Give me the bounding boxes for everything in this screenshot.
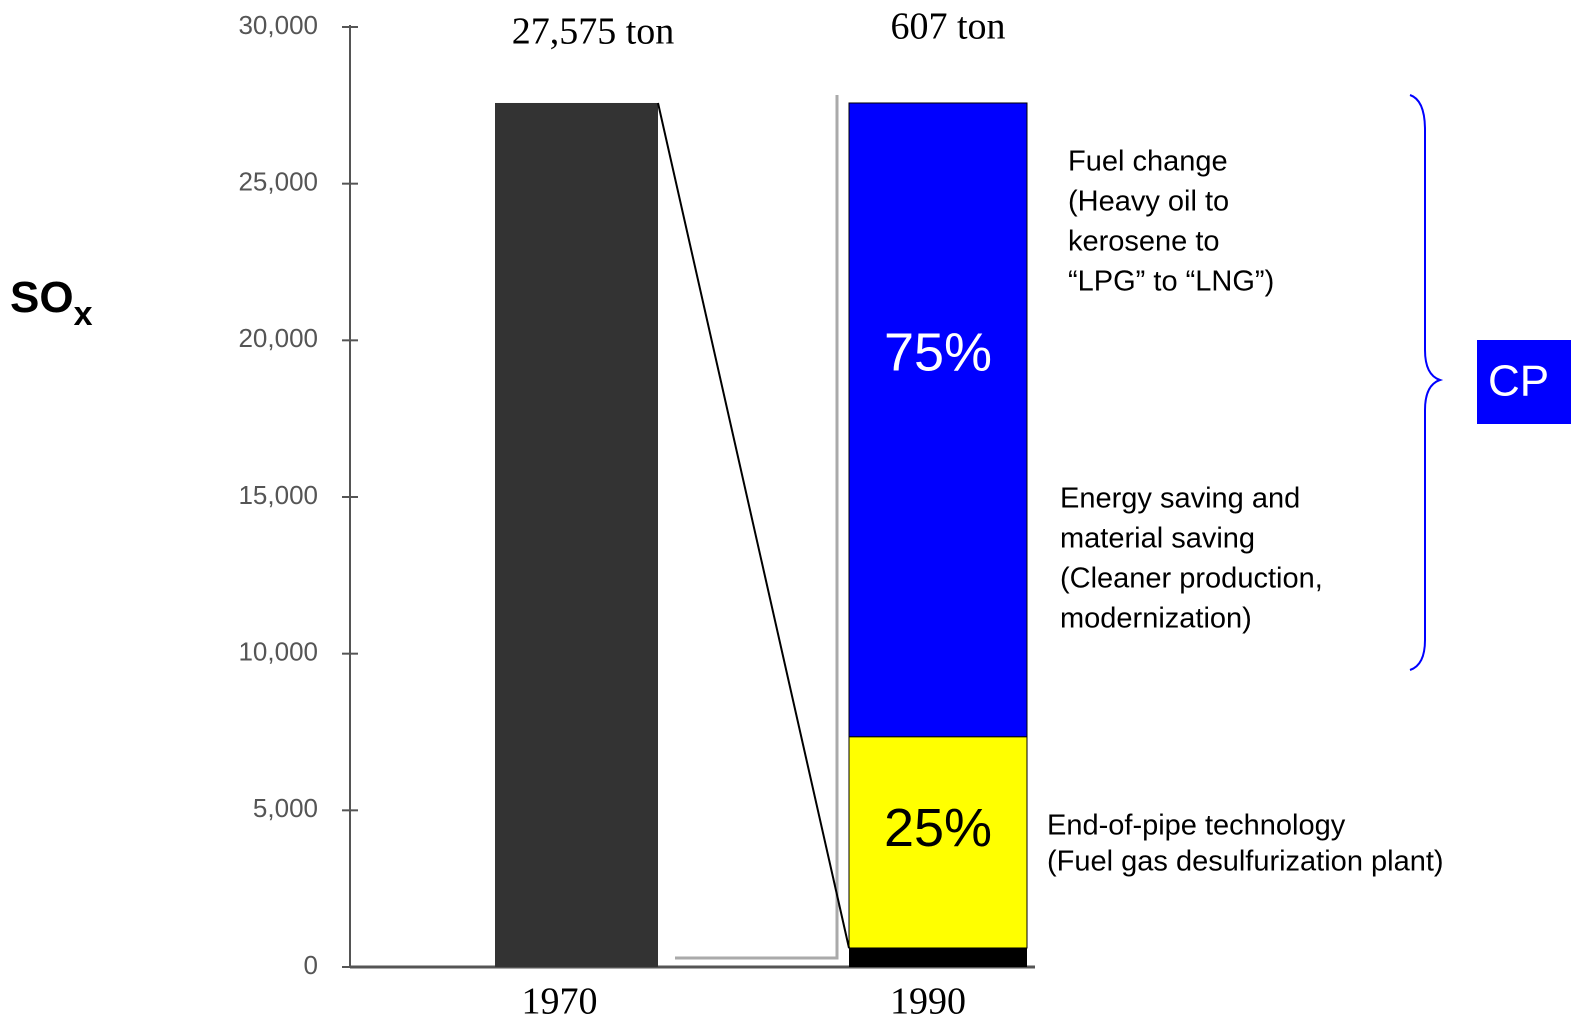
zoom-connector: [657, 102, 850, 949]
y-tick-label: 25,000: [238, 167, 318, 197]
y-axis-label-subscript: x: [74, 295, 93, 333]
breakdown-segment: [848, 102, 1028, 738]
bar: [495, 102, 658, 967]
y-tick-label: 20,000: [238, 323, 318, 353]
annotation: material saving: [1060, 523, 1255, 555]
annotation: Energy saving and: [1060, 483, 1300, 515]
y-tick-label: 30,000: [238, 10, 318, 40]
bracket-label-box: [1477, 340, 1571, 424]
x-tick-label: 1970: [522, 981, 598, 1023]
annotation: (Heavy oil to: [1068, 186, 1229, 218]
annotation: “LPG” to “LNG”): [1068, 266, 1274, 298]
y-axis-label: SOx: [10, 273, 93, 333]
bracket: [1409, 94, 1444, 671]
annotation: (Fuel gas desulfurization plant): [1047, 846, 1444, 878]
annotation: modernization): [1060, 603, 1252, 635]
value-label: 27,575 ton: [512, 11, 675, 53]
breakdown-segment: [848, 736, 1028, 949]
x-tick-label: 1990: [890, 981, 966, 1023]
breakdown-label: 25%: [884, 798, 992, 858]
annotation: kerosene to: [1068, 226, 1220, 258]
bracket-label: CP: [1488, 357, 1549, 406]
value-label: 607 ton: [890, 6, 1005, 48]
y-tick-label: 15,000: [238, 480, 318, 510]
annotation: Fuel change: [1068, 146, 1228, 178]
y-tick-label: 10,000: [238, 637, 318, 667]
bar: [849, 947, 1027, 967]
y-tick-label: 0: [304, 950, 318, 980]
y-axis-label-text: SO: [10, 273, 74, 322]
y-tick-label: 5,000: [253, 793, 318, 823]
annotation: (Cleaner production,: [1060, 563, 1323, 595]
zoom-frame: [675, 95, 839, 960]
breakdown-label: 75%: [884, 323, 992, 383]
annotation: End-of-pipe technology: [1047, 810, 1346, 842]
